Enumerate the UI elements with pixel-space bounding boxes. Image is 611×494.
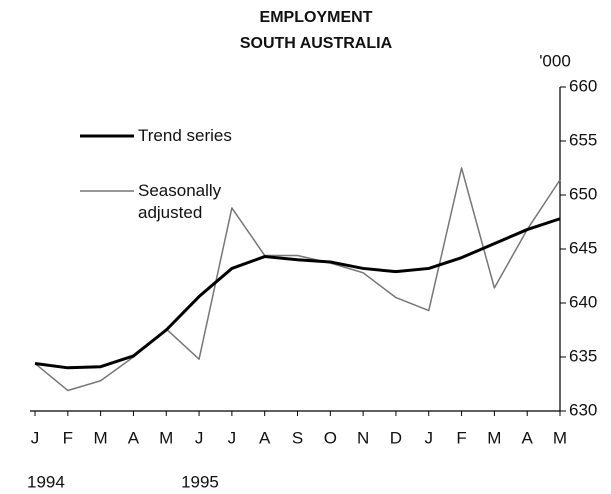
y-tick-label: 635 (569, 346, 597, 365)
x-tick-label: J (425, 428, 434, 447)
y-axis-label: '000 (539, 51, 571, 70)
x-tick-label: M (94, 428, 108, 447)
legend-label: Seasonally adjusted (138, 181, 222, 222)
x-tick-label: M (487, 428, 501, 447)
x-tick-label: J (195, 428, 204, 447)
y-tick-label: 640 (569, 292, 597, 311)
x-tick-label: M (159, 428, 173, 447)
x-tick-label: N (357, 428, 369, 447)
x-tick-label: O (324, 428, 337, 447)
x-tick-label: F (63, 428, 73, 447)
year-label: 1994 (27, 472, 65, 491)
x-tick-label: S (292, 428, 303, 447)
x-tick-label: A (128, 428, 140, 447)
line-series (34, 217, 561, 370)
year-label: 1995 (181, 472, 219, 491)
x-tick-label: F (456, 428, 466, 447)
chart-title: EMPLOYMENT (260, 9, 373, 26)
x-tick-label: J (228, 428, 237, 447)
legend-label: Trend series (138, 126, 232, 145)
x-tick-label: A (522, 428, 534, 447)
line-series (34, 167, 561, 392)
chart-subtitle: SOUTH AUSTRALIA (240, 35, 393, 52)
x-tick-label: J (31, 428, 40, 447)
x-tick-label: M (553, 428, 567, 447)
y-tick-label: 660 (569, 76, 597, 95)
x-tick-label: A (259, 428, 271, 447)
y-tick-label: 630 (569, 400, 597, 419)
y-tick-label: 655 (569, 130, 597, 149)
x-tick-label: D (390, 428, 402, 447)
y-tick-label: 645 (569, 238, 597, 257)
y-tick-label: 650 (569, 184, 597, 203)
